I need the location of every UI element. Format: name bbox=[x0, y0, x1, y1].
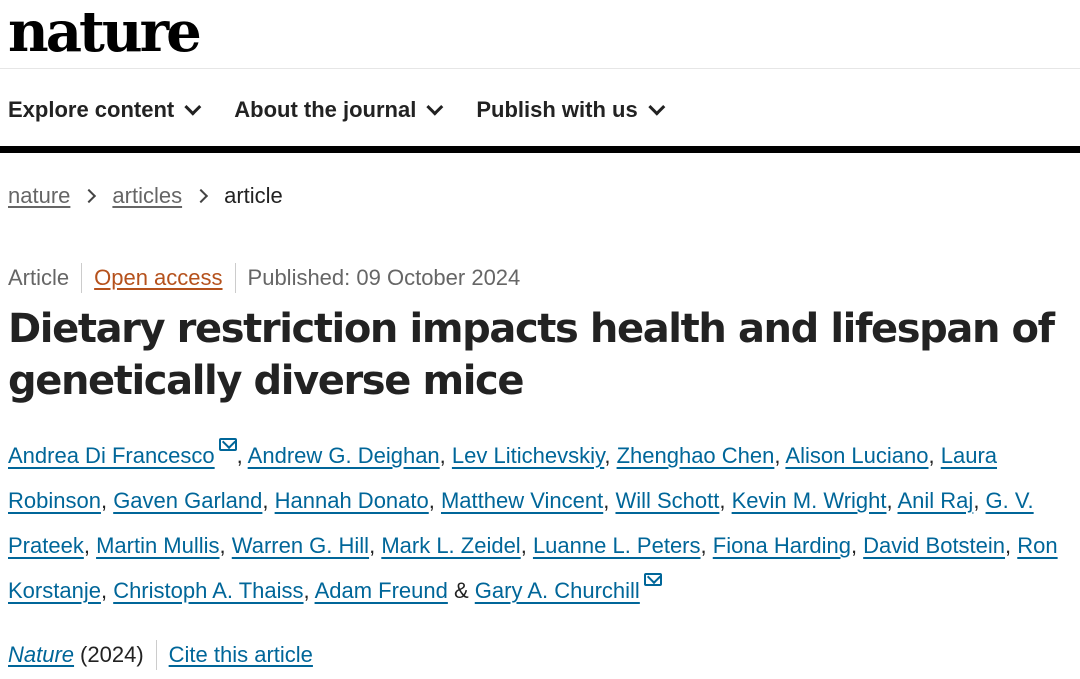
citation-line: Nature (2024) Cite this article bbox=[8, 640, 313, 670]
author-link[interactable]: Fiona Harding bbox=[712, 533, 851, 558]
article-title: Dietary restriction impacts health and l… bbox=[8, 306, 1055, 404]
author-link[interactable]: G. V. Prateek bbox=[8, 488, 1034, 558]
author-link[interactable]: Kevin M. Wright bbox=[731, 488, 887, 513]
author-link[interactable]: Mark L. Zeidel bbox=[381, 533, 521, 558]
author-link[interactable]: Luanne L. Peters bbox=[532, 533, 701, 558]
nav-item-label: Publish with us bbox=[476, 97, 638, 122]
meta-divider bbox=[81, 263, 83, 293]
header-divider bbox=[0, 68, 1080, 69]
author-link[interactable]: Martin Mullis bbox=[96, 533, 220, 558]
nav-item-label: Explore content bbox=[8, 97, 175, 122]
meta-divider bbox=[234, 263, 236, 293]
author-link[interactable]: Christoph A. Thaiss bbox=[113, 578, 304, 603]
chevron-down-icon bbox=[426, 98, 444, 116]
author-link[interactable]: Adam Freund bbox=[314, 578, 448, 603]
citation-year: (2024) bbox=[80, 642, 144, 667]
author-link[interactable]: Zhenghao Chen bbox=[616, 443, 775, 468]
chevron-right-icon bbox=[82, 188, 97, 204]
main-nav: Explore content About the journal Publis… bbox=[8, 90, 698, 130]
open-access-link[interactable]: Open access bbox=[94, 265, 223, 290]
breadcrumb-link-nature[interactable]: nature bbox=[8, 183, 71, 208]
nav-about-journal[interactable]: About the journal bbox=[234, 97, 444, 123]
author-link[interactable]: Alison Luciano bbox=[785, 443, 929, 468]
author-link[interactable]: Hannah Donato bbox=[274, 488, 429, 513]
author-link[interactable]: David Botstein bbox=[863, 533, 1006, 558]
article-type: Article bbox=[8, 265, 70, 290]
author-link[interactable]: Laura Robinson bbox=[8, 443, 998, 513]
author-link[interactable]: Lev Litichevskiy bbox=[451, 443, 605, 468]
author-list: Andrea Di Francesco, Andrew G. Deighan, … bbox=[8, 433, 1078, 613]
author-link[interactable]: Andrew G. Deighan bbox=[247, 443, 440, 468]
nav-publish-with-us[interactable]: Publish with us bbox=[476, 97, 666, 123]
breadcrumb-current: article bbox=[224, 183, 283, 208]
breadcrumb-link-articles[interactable]: articles bbox=[112, 183, 183, 208]
nav-explore-content[interactable]: Explore content bbox=[8, 97, 202, 123]
chevron-down-icon bbox=[648, 98, 666, 116]
author-link[interactable]: Will Schott bbox=[615, 488, 720, 513]
author-link[interactable]: Anil Raj bbox=[897, 488, 974, 513]
published-date: Published: 09 October 2024 bbox=[247, 265, 521, 290]
author-link[interactable]: Ron Korstanje bbox=[8, 533, 1058, 603]
chevron-right-icon bbox=[194, 188, 209, 204]
breadcrumb: nature articles article bbox=[8, 183, 283, 209]
nav-item-label: About the journal bbox=[234, 97, 417, 122]
cite-article-link[interactable]: Cite this article bbox=[168, 642, 313, 667]
author-link[interactable]: Warren G. Hill bbox=[231, 533, 370, 558]
journal-link[interactable]: Nature bbox=[8, 642, 75, 667]
mail-icon[interactable] bbox=[643, 573, 662, 586]
chevron-down-icon bbox=[184, 98, 202, 116]
author-join: & bbox=[447, 578, 475, 603]
author-link[interactable]: Gaven Garland bbox=[113, 488, 263, 513]
author-link[interactable]: Matthew Vincent bbox=[440, 488, 604, 513]
author-link[interactable]: Andrea Di Francesco bbox=[8, 443, 215, 468]
author-link[interactable]: Gary A. Churchill bbox=[474, 578, 640, 603]
nav-divider bbox=[0, 146, 1080, 153]
mail-icon[interactable] bbox=[218, 438, 237, 451]
nature-logo[interactable]: nature bbox=[8, 0, 202, 65]
citation-divider bbox=[155, 640, 157, 670]
article-meta: Article Open access Published: 09 Octobe… bbox=[8, 263, 520, 293]
